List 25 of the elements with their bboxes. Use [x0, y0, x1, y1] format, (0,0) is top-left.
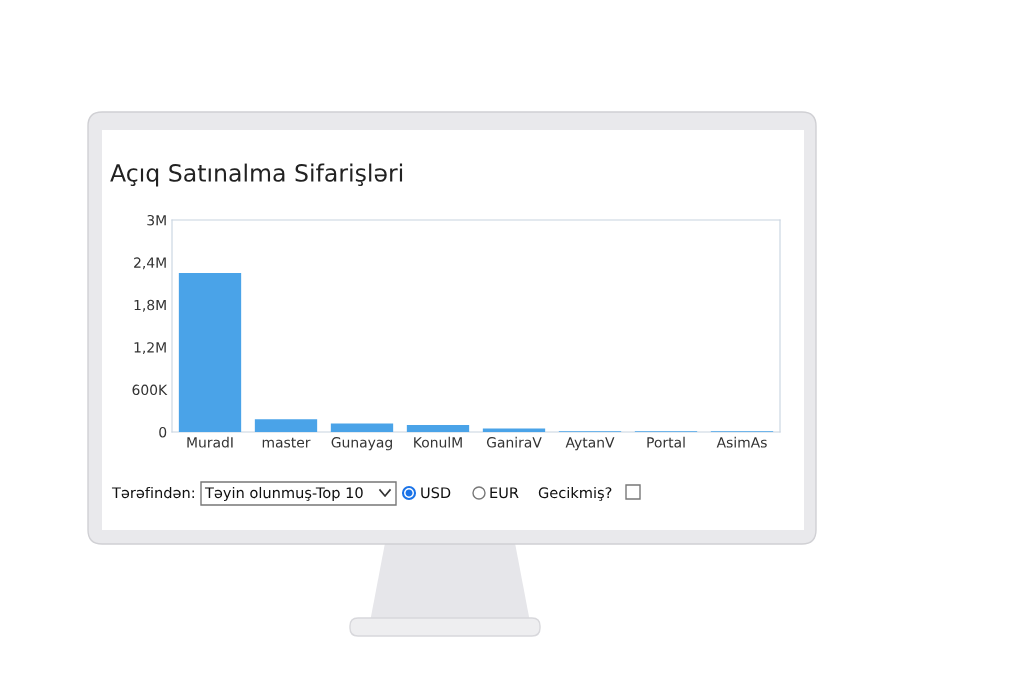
- text: USD: [421, 487, 451, 499]
- x-tick-label: master: [262, 437, 311, 448]
- y-tick-label: 2,4M: [134, 257, 166, 270]
- bar: [330, 423, 394, 432]
- text: Gecikmiş?: [538, 486, 612, 501]
- bar: [178, 273, 242, 432]
- y-tick-label: 3M: [147, 214, 166, 226]
- text: EUR: [490, 487, 519, 499]
- bar: [406, 424, 470, 432]
- y-tick-label: 0: [159, 426, 167, 438]
- x-tick-label: AytanV: [565, 437, 615, 451]
- x-tick-label: AsimAs: [716, 436, 767, 448]
- text: Tərəfindən:: [111, 486, 194, 499]
- bar: [482, 428, 546, 432]
- x-tick-label: Gunayag: [331, 437, 392, 451]
- text: Təyin olunmuş-Top 10: [204, 486, 363, 502]
- x-tick-label: MuradI: [187, 436, 233, 448]
- x-tick-label: GaniraV: [486, 436, 542, 448]
- bar: [254, 419, 318, 432]
- y-tick-label: 1,8M: [134, 299, 166, 312]
- x-tick-label: Portal: [647, 436, 685, 448]
- x-tick-label: KonulM: [414, 436, 462, 448]
- y-tick-label: 600K: [132, 384, 168, 396]
- chart-title: Açıq Satınalma Sifarişləri: [110, 163, 403, 187]
- y-tick-label: 1,2M: [134, 342, 166, 355]
